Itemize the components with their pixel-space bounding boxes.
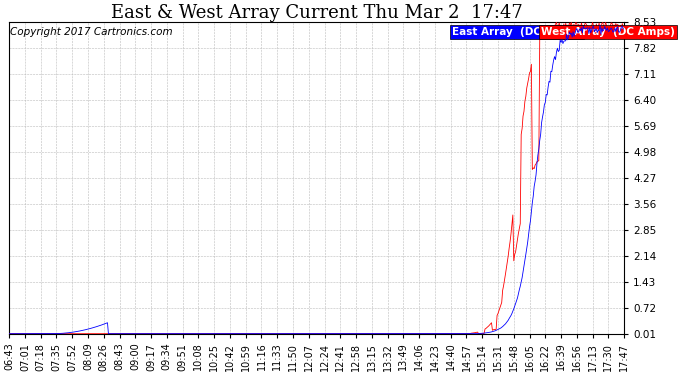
- Text: Copyright 2017 Cartronics.com: Copyright 2017 Cartronics.com: [10, 27, 173, 37]
- Title: East & West Array Current Thu Mar 2  17:47: East & West Array Current Thu Mar 2 17:4…: [111, 4, 522, 22]
- Text: West Array  (DC Amps): West Array (DC Amps): [541, 27, 675, 37]
- Text: East Array  (DC Amps): East Array (DC Amps): [452, 27, 582, 37]
